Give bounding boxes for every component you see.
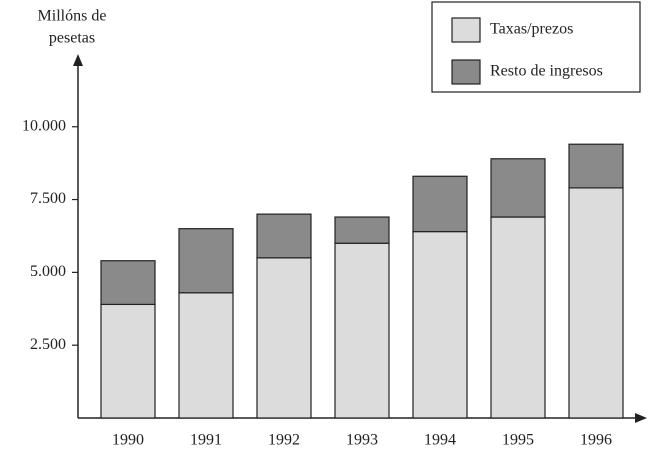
x-tick-label: 1991 <box>190 432 222 449</box>
bar-segment <box>490 216 546 419</box>
legend-swatch <box>451 59 481 85</box>
y-axis-arrow <box>73 54 83 66</box>
bar-segment <box>568 143 624 189</box>
y-tick-label: 10.000 <box>22 117 66 134</box>
legend-swatch <box>451 17 481 43</box>
bar-segment <box>178 228 234 294</box>
x-axis-arrow <box>635 413 647 423</box>
y-tick-label: 2.500 <box>30 336 66 353</box>
legend-box <box>431 1 641 93</box>
x-tick-label: 1994 <box>424 432 456 449</box>
x-tick-label: 1995 <box>502 432 534 449</box>
bar-segment <box>178 292 234 419</box>
y-axis-label: Millóns de <box>38 8 107 25</box>
bar-segment <box>334 216 390 244</box>
bar-segment <box>256 213 312 259</box>
y-tick-label: 5.000 <box>30 263 66 280</box>
y-tick-label: 7.500 <box>30 190 66 207</box>
bar-segment <box>568 187 624 419</box>
y-axis-label: pesetas <box>49 30 95 47</box>
x-tick-label: 1996 <box>580 432 612 449</box>
bar-segment <box>100 260 156 306</box>
legend-label: Resto de ingresos <box>490 63 603 80</box>
bar-segment <box>412 230 468 419</box>
x-tick-label: 1993 <box>346 432 378 449</box>
bar-segment <box>100 303 156 419</box>
bar-segment <box>334 242 390 419</box>
x-tick-label: 1992 <box>268 432 300 449</box>
bar-segment <box>490 158 546 218</box>
x-tick-label: 1990 <box>112 432 144 449</box>
bar-segment <box>256 257 312 419</box>
bar-segment <box>412 175 468 233</box>
legend-label: Taxas/prezos <box>490 21 573 38</box>
